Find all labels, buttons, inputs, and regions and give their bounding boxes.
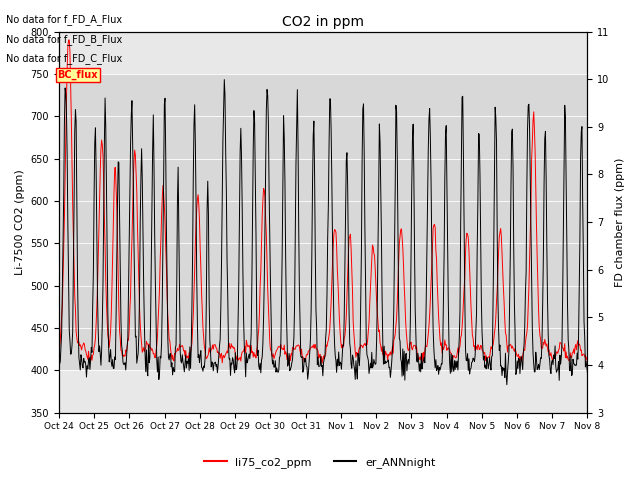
Text: No data for f_FD_C_Flux: No data for f_FD_C_Flux bbox=[6, 53, 123, 64]
Text: BC_flux: BC_flux bbox=[58, 70, 98, 80]
Text: No data for f_FD_A_Flux: No data for f_FD_A_Flux bbox=[6, 14, 122, 25]
Title: CO2 in ppm: CO2 in ppm bbox=[282, 15, 364, 29]
Y-axis label: FD chamber flux (ppm): FD chamber flux (ppm) bbox=[615, 157, 625, 287]
Bar bbox=[59, 74, 588, 371]
Text: No data for f_FD_B_Flux: No data for f_FD_B_Flux bbox=[6, 34, 123, 45]
Legend: li75_co2_ppm, er_ANNnight: li75_co2_ppm, er_ANNnight bbox=[200, 452, 440, 472]
Y-axis label: Li-7500 CO2 (ppm): Li-7500 CO2 (ppm) bbox=[15, 169, 25, 275]
